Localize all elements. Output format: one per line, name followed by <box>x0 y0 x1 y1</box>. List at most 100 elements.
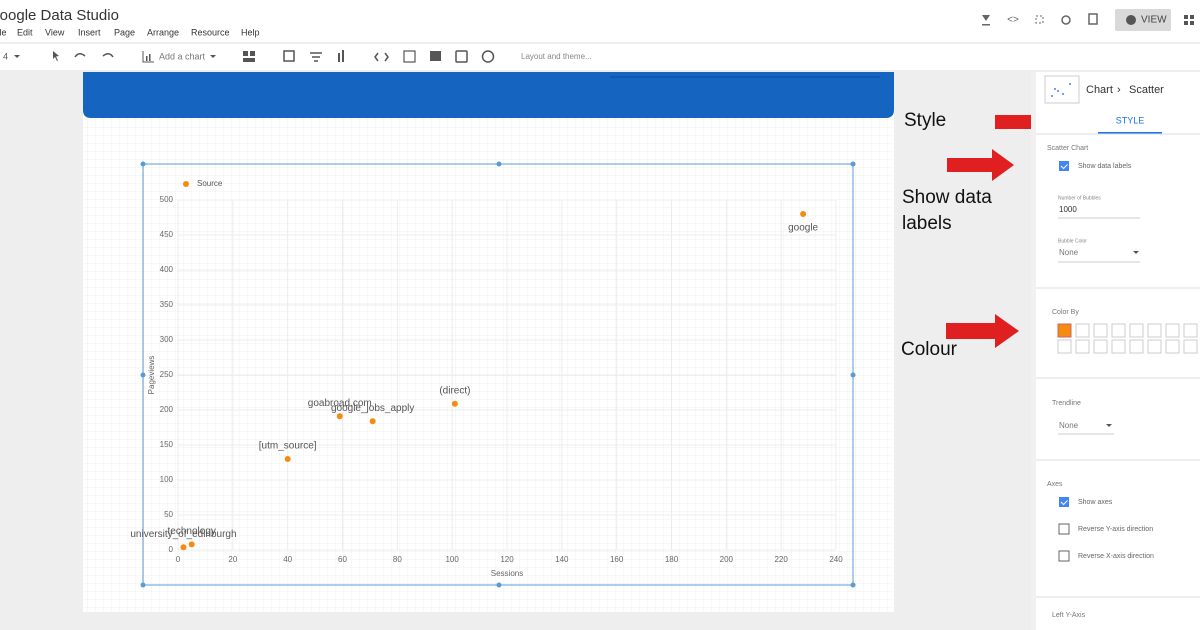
resize-handle[interactable] <box>141 373 146 378</box>
x-tick-label: 180 <box>665 555 679 564</box>
breadcrumb: Scatter <box>1129 84 1164 96</box>
color-swatch[interactable] <box>1094 340 1107 353</box>
annotation: Show data labels <box>902 185 1007 237</box>
header-band <box>83 72 894 118</box>
menu-item[interactable]: Help <box>241 27 260 37</box>
menu-item[interactable]: File <box>0 27 7 37</box>
data-label: [utm_source] <box>259 441 317 452</box>
x-tick-label: 220 <box>774 555 788 564</box>
x-tick-label: 0 <box>176 555 181 564</box>
y-tick-label: 100 <box>160 475 174 484</box>
x-tick-label: 20 <box>228 555 237 564</box>
color-swatch[interactable] <box>1184 340 1197 353</box>
color-swatch[interactable] <box>1166 340 1179 353</box>
field-value[interactable]: 1000 <box>1059 205 1077 214</box>
section-title: Left Y-Axis <box>1052 612 1086 619</box>
layout-theme[interactable]: Layout and theme... <box>521 52 592 61</box>
point <box>337 413 343 419</box>
section-title: Axes <box>1047 481 1063 488</box>
section-title: Color By <box>1052 309 1079 316</box>
color-swatch[interactable] <box>1166 324 1179 337</box>
option-label: Show axes <box>1078 499 1113 506</box>
resize-handle[interactable] <box>497 583 502 588</box>
field-label: Number of Bubbles <box>1058 195 1101 201</box>
point <box>285 456 291 462</box>
panel-edge <box>1031 72 1036 630</box>
view-label: VIEW <box>1141 15 1167 26</box>
app-bar <box>0 0 1200 43</box>
menu-item[interactable]: Page <box>114 27 135 37</box>
y-tick-label: 50 <box>164 510 173 519</box>
y-tick-label: 500 <box>160 195 174 204</box>
x-axis-label: Sessions <box>491 569 523 578</box>
x-tick-label: 240 <box>829 555 843 564</box>
option-label: Reverse Y-axis direction <box>1078 526 1153 533</box>
color-swatch[interactable] <box>1148 324 1161 337</box>
color-swatch[interactable] <box>1076 324 1089 337</box>
y-tick-label: 0 <box>169 545 174 554</box>
point <box>180 544 186 550</box>
legend-label: Source <box>197 179 223 188</box>
resize-handle[interactable] <box>851 373 856 378</box>
x-tick-label: 40 <box>283 555 292 564</box>
point <box>370 418 376 424</box>
resize-handle[interactable] <box>851 162 856 167</box>
y-tick-label: 300 <box>160 335 174 344</box>
x-tick-label: 60 <box>338 555 347 564</box>
color-swatch[interactable] <box>1058 340 1071 353</box>
resize-handle[interactable] <box>851 583 856 588</box>
color-swatch[interactable] <box>1148 340 1161 353</box>
point <box>189 541 195 547</box>
zoom[interactable]: 4 <box>3 51 8 61</box>
field-label: Bubble Color <box>1058 238 1087 244</box>
checkbox[interactable] <box>1059 524 1069 534</box>
y-tick-label: 350 <box>160 300 174 309</box>
y-tick-label: 250 <box>160 370 174 379</box>
svg-text:<>: <> <box>1007 15 1019 26</box>
chart-type-icon <box>1045 76 1079 103</box>
option-label: Show data labels <box>1078 163 1132 170</box>
field-value[interactable]: None <box>1059 248 1079 257</box>
section-title: Trendline <box>1052 400 1081 407</box>
checkbox[interactable] <box>1059 551 1069 561</box>
color-swatch[interactable] <box>1112 324 1125 337</box>
menu-item[interactable]: Resource <box>191 27 230 37</box>
resize-handle[interactable] <box>497 162 502 167</box>
checkbox[interactable] <box>1059 161 1069 171</box>
color-swatch[interactable] <box>1076 340 1089 353</box>
data-label: goabroad.com <box>308 398 372 409</box>
y-tick-label: 200 <box>160 405 174 414</box>
resize-handle[interactable] <box>141 162 146 167</box>
checkbox[interactable] <box>1059 497 1069 507</box>
color-swatch[interactable] <box>1184 324 1197 337</box>
x-tick-label: 160 <box>610 555 624 564</box>
data-label: (direct) <box>439 385 470 396</box>
menu-item[interactable]: View <box>45 27 65 37</box>
style-tab[interactable]: STYLE <box>1116 115 1145 125</box>
color-swatch[interactable] <box>1130 324 1143 337</box>
color-swatch[interactable] <box>1112 340 1125 353</box>
x-tick-label: 200 <box>720 555 734 564</box>
option-label: Reverse X-axis direction <box>1078 553 1154 560</box>
color-swatch[interactable] <box>1058 324 1071 337</box>
color-swatch[interactable] <box>1094 324 1107 337</box>
menu-item[interactable]: Arrange <box>147 27 179 37</box>
y-tick-label: 450 <box>160 230 174 239</box>
menu-item[interactable]: Insert <box>78 27 101 37</box>
menu-item[interactable]: Edit <box>17 27 33 37</box>
annotation: Colour <box>901 337 1016 363</box>
field-value[interactable]: None <box>1059 421 1079 430</box>
add-chart[interactable]: Add a chart <box>159 51 206 61</box>
section-title: Scatter Chart <box>1047 145 1088 152</box>
color-swatch[interactable] <box>1130 340 1143 353</box>
y-tick-label: 150 <box>160 440 174 449</box>
x-tick-label: 140 <box>555 555 569 564</box>
legend-marker <box>183 181 189 187</box>
resize-handle[interactable] <box>141 583 146 588</box>
data-label: technology <box>168 526 216 537</box>
breadcrumb[interactable]: Chart <box>1086 84 1113 96</box>
annotation: Style <box>904 108 1019 134</box>
x-tick-label: 100 <box>445 555 459 564</box>
